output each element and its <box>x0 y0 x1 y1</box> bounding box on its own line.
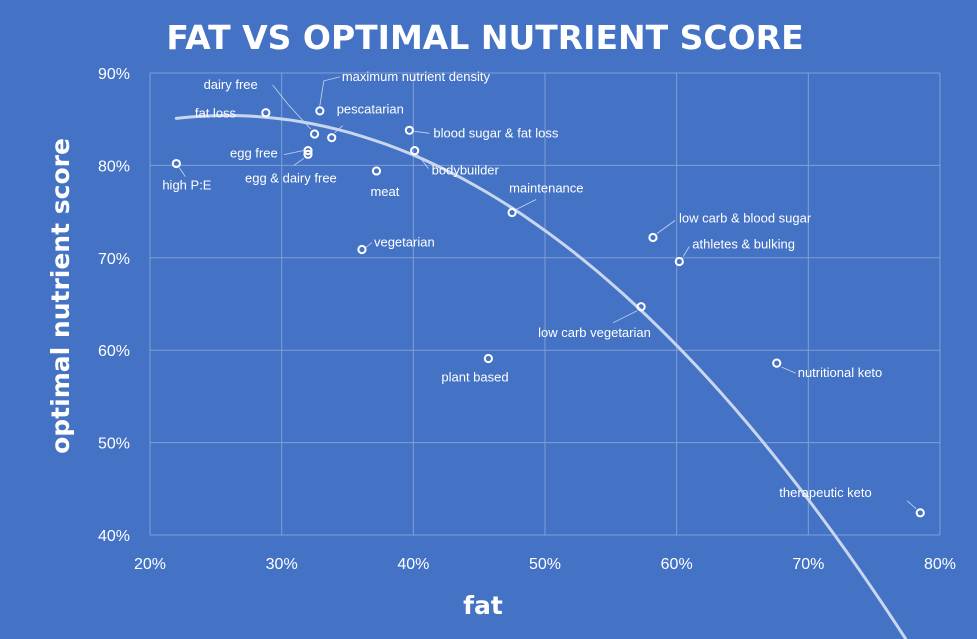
data-point <box>357 244 367 255</box>
data-point <box>303 149 313 159</box>
point-labels: high P:E fat loss dairy free maximum nutrie… <box>162 69 882 500</box>
point-label: high P:E <box>162 178 211 193</box>
label-leader <box>334 125 343 134</box>
point-label: dairy free <box>204 77 258 92</box>
x-tick-label: 40% <box>397 556 429 573</box>
label-leader <box>682 246 690 257</box>
y-axis-title: optimal nutrient score <box>46 138 75 454</box>
label-leader <box>178 167 186 177</box>
point-label: egg & dairy free <box>245 170 337 185</box>
label-leaders <box>178 76 917 510</box>
data-point <box>636 302 646 312</box>
data-point <box>648 232 658 243</box>
label-leader <box>319 76 340 106</box>
point-label: maintenance <box>509 181 583 196</box>
x-tick-label: 20% <box>134 556 166 573</box>
y-axis-ticks: 40% 50% 60% 70% 80% 90% <box>98 66 130 545</box>
gridlines <box>149 72 941 536</box>
data-point <box>315 106 325 116</box>
data-point <box>410 146 420 156</box>
y-tick-label: 90% <box>98 66 130 83</box>
x-tick-label: 30% <box>266 556 298 573</box>
data-point <box>371 166 382 176</box>
label-leader <box>515 199 537 210</box>
label-leader <box>293 157 305 166</box>
label-leader <box>781 366 796 374</box>
chart-title: FAT VS OPTIMAL NUTRIENT SCORE <box>166 18 803 57</box>
point-label: blood sugar & fat loss <box>433 125 559 140</box>
data-point <box>507 207 517 218</box>
point-label: athletes & bulking <box>692 236 795 251</box>
x-tick-label: 50% <box>529 556 561 573</box>
point-label: egg free <box>230 146 278 161</box>
x-axis-ticks: 20% 30% 40% 50% 60% 70% 80% <box>134 556 956 573</box>
point-label: fat loss <box>195 106 237 121</box>
point-label: pescatarian <box>337 102 404 117</box>
label-leader <box>272 84 311 130</box>
point-label: low carb & blood sugar <box>679 210 812 225</box>
x-tick-label: 60% <box>661 556 693 573</box>
data-point <box>327 133 337 143</box>
y-tick-label: 40% <box>98 528 130 545</box>
data-points <box>171 106 925 518</box>
point-label: nutritional keto <box>798 365 883 380</box>
y-tick-label: 60% <box>98 343 130 360</box>
data-point <box>171 158 181 169</box>
point-label: bodybuilder <box>432 163 500 178</box>
data-point <box>483 353 493 364</box>
data-point <box>261 108 271 118</box>
point-label: maximum nutrient density <box>342 69 491 84</box>
label-leader <box>612 310 638 324</box>
y-tick-label: 70% <box>98 251 130 268</box>
y-tick-label: 80% <box>98 158 130 175</box>
label-leader <box>365 242 373 248</box>
label-leader <box>656 220 676 234</box>
point-label: low carb vegetarian <box>538 325 651 340</box>
trendline <box>174 113 908 639</box>
x-tick-label: 80% <box>924 556 956 573</box>
point-label: plant based <box>441 370 508 385</box>
data-point <box>674 256 684 267</box>
x-tick-label: 70% <box>792 556 824 573</box>
data-point <box>303 146 313 156</box>
y-tick-label: 50% <box>98 436 130 453</box>
point-label: vegetarian <box>374 234 435 249</box>
data-point <box>772 358 782 368</box>
label-leader <box>417 154 429 169</box>
data-point <box>404 125 414 135</box>
x-axis-title: fat <box>463 591 503 620</box>
point-label: therapeutic keto <box>779 485 872 500</box>
label-leader <box>283 150 304 155</box>
label-leader <box>906 500 917 510</box>
point-label: meat <box>370 184 399 199</box>
label-leader <box>414 130 430 134</box>
data-point <box>915 508 925 518</box>
data-point <box>309 129 320 139</box>
